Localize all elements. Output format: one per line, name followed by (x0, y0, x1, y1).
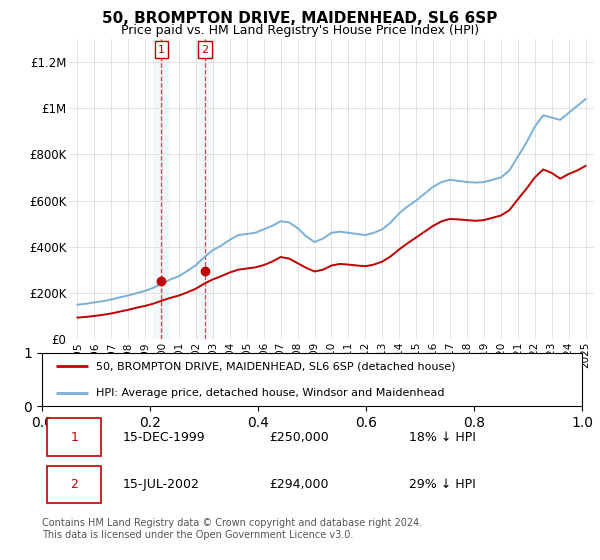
Bar (153, 39, 170, 339)
Text: £250,000: £250,000 (269, 431, 329, 444)
Text: Contains HM Land Registry data © Crown copyright and database right 2024.
This d: Contains HM Land Registry data © Crown c… (42, 518, 422, 540)
Text: Price paid vs. HM Land Registry's House Price Index (HPI): Price paid vs. HM Land Registry's House … (121, 24, 479, 37)
Text: 2: 2 (70, 478, 79, 491)
Text: 1: 1 (70, 431, 79, 444)
FancyBboxPatch shape (47, 418, 101, 456)
Bar (197, 39, 214, 339)
Text: 1: 1 (158, 45, 165, 54)
Text: 15-JUL-2002: 15-JUL-2002 (123, 478, 200, 491)
Text: 18% ↓ HPI: 18% ↓ HPI (409, 431, 476, 444)
Text: 50, BROMPTON DRIVE, MAIDENHEAD, SL6 6SP: 50, BROMPTON DRIVE, MAIDENHEAD, SL6 6SP (103, 11, 497, 26)
FancyBboxPatch shape (47, 465, 101, 503)
Text: 15-DEC-1999: 15-DEC-1999 (123, 431, 206, 444)
Text: 2: 2 (202, 45, 209, 54)
Text: 29% ↓ HPI: 29% ↓ HPI (409, 478, 476, 491)
Text: HPI: Average price, detached house, Windsor and Maidenhead: HPI: Average price, detached house, Wind… (96, 388, 445, 398)
Text: 50, BROMPTON DRIVE, MAIDENHEAD, SL6 6SP (detached house): 50, BROMPTON DRIVE, MAIDENHEAD, SL6 6SP … (96, 361, 455, 371)
Text: £294,000: £294,000 (269, 478, 328, 491)
